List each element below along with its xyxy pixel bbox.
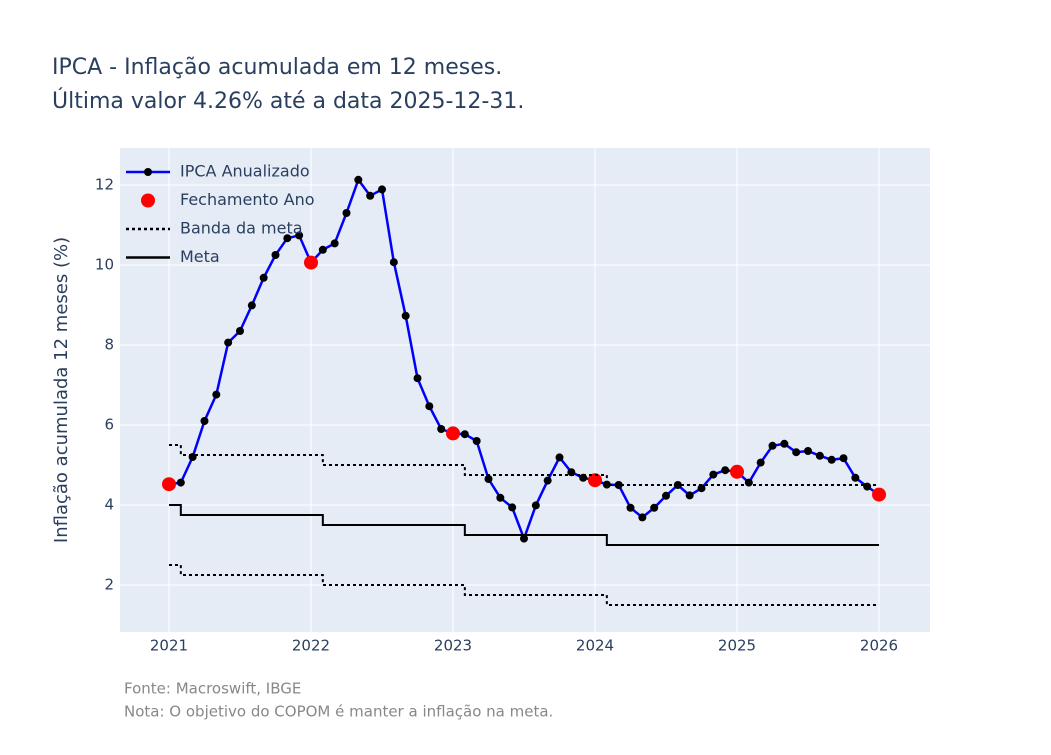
marker: [330, 239, 339, 248]
legend-label: Fechamento Ano: [180, 190, 315, 209]
marker: [389, 258, 398, 267]
legend-label: Meta: [180, 247, 220, 266]
marker: [176, 478, 185, 487]
marker: [697, 484, 706, 493]
marker: [460, 430, 469, 439]
marker: [247, 301, 256, 310]
marker: [366, 191, 375, 200]
y-axis-label: Inflação acumulada 12 meses (%): [51, 237, 72, 543]
marker: [588, 473, 603, 488]
y-tick-label: 8: [104, 336, 114, 354]
marker: [650, 503, 659, 512]
marker: [212, 390, 221, 399]
note: Nota: O objetivo do COPOM é manter a inf…: [124, 703, 553, 721]
marker: [863, 482, 872, 491]
x-tick-label: 2025: [718, 637, 756, 655]
note: Fonte: Macroswift, IBGE: [124, 680, 301, 698]
marker: [744, 478, 753, 487]
x-tick-label: 2021: [150, 637, 188, 655]
marker: [472, 437, 481, 445]
marker: [303, 255, 318, 270]
marker: [271, 251, 280, 259]
marker: [401, 311, 410, 320]
marker: [283, 234, 292, 243]
marker: [161, 477, 176, 492]
marker: [685, 491, 694, 500]
legend-marker: [141, 193, 155, 208]
legend-label: Banda da meta: [180, 219, 303, 238]
marker: [872, 487, 887, 502]
marker: [602, 480, 611, 489]
marker: [446, 426, 461, 441]
marker: [804, 447, 813, 455]
marker: [721, 466, 730, 475]
marker: [839, 454, 848, 463]
marker: [851, 473, 860, 482]
marker: [709, 470, 718, 479]
marker: [768, 441, 777, 450]
marker: [200, 417, 209, 425]
marker: [792, 448, 801, 457]
marker: [425, 402, 434, 411]
y-tick-label: 12: [95, 176, 114, 194]
y-tick-label: 6: [104, 416, 114, 434]
marker: [318, 245, 327, 254]
marker: [815, 451, 824, 460]
x-tick-label: 2023: [434, 637, 472, 655]
x-tick-label: 2024: [576, 637, 614, 655]
marker: [378, 185, 387, 194]
marker: [437, 425, 446, 433]
marker: [662, 491, 671, 500]
marker: [614, 481, 623, 489]
x-tick-label: 2022: [292, 637, 330, 655]
marker: [638, 513, 647, 522]
marker: [354, 175, 363, 184]
y-tick-label: 2: [104, 576, 114, 594]
marker: [342, 209, 351, 217]
x-tick-label: 2026: [860, 637, 898, 655]
marker: [496, 493, 505, 502]
chart-subtitle: Última valor 4.26% até a data 2025-12-31…: [52, 88, 524, 114]
marker: [520, 534, 529, 543]
marker: [827, 455, 836, 464]
legend-marker: [144, 168, 152, 176]
marker: [224, 338, 233, 347]
marker: [484, 475, 493, 483]
plot-area: [120, 148, 930, 632]
marker: [555, 453, 564, 462]
marker: [295, 231, 304, 240]
marker: [235, 327, 244, 335]
marker: [730, 464, 745, 479]
line: [168, 504, 880, 546]
marker: [531, 501, 540, 510]
y-tick-label: 10: [95, 256, 114, 274]
legend-label: IPCA Anualizado: [180, 162, 310, 181]
chart-title: IPCA - Inflação acumulada em 12 meses.: [52, 55, 502, 80]
marker: [626, 503, 635, 512]
y-tick-label: 4: [104, 496, 114, 514]
marker: [259, 273, 268, 282]
marker: [780, 439, 789, 448]
marker: [508, 503, 517, 512]
marker: [543, 476, 552, 485]
marker: [756, 458, 765, 467]
marker: [413, 374, 422, 383]
